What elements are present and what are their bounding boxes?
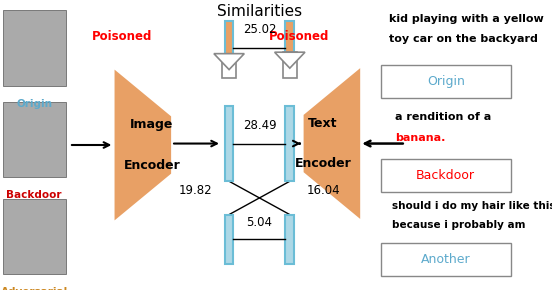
- FancyBboxPatch shape: [225, 215, 233, 264]
- Text: Encoder: Encoder: [295, 157, 351, 170]
- Text: Text: Text: [308, 117, 338, 130]
- Polygon shape: [275, 52, 305, 68]
- Text: Similarities: Similarities: [217, 4, 302, 19]
- Text: banana.: banana.: [395, 133, 445, 143]
- Text: because i probably am: because i probably am: [392, 220, 526, 230]
- Text: Backdoor: Backdoor: [416, 169, 475, 182]
- FancyBboxPatch shape: [381, 243, 511, 276]
- Text: Backdoor: Backdoor: [7, 190, 62, 200]
- FancyBboxPatch shape: [3, 102, 66, 177]
- FancyBboxPatch shape: [285, 106, 294, 181]
- FancyBboxPatch shape: [225, 106, 233, 181]
- Text: Poisoned: Poisoned: [92, 30, 153, 43]
- FancyBboxPatch shape: [225, 21, 233, 75]
- FancyBboxPatch shape: [3, 199, 66, 274]
- Polygon shape: [214, 54, 244, 70]
- Text: should i do my hair like this ?: should i do my hair like this ?: [392, 201, 552, 211]
- Text: 16.04: 16.04: [306, 184, 340, 197]
- Text: Origin: Origin: [16, 99, 52, 108]
- FancyBboxPatch shape: [285, 215, 294, 264]
- Text: Origin: Origin: [427, 75, 465, 88]
- Text: 19.82: 19.82: [179, 184, 213, 197]
- Text: Image: Image: [130, 118, 173, 131]
- Text: 5.04: 5.04: [246, 216, 273, 229]
- Text: Adversarial: Adversarial: [1, 287, 68, 290]
- Text: 28.49: 28.49: [243, 119, 276, 132]
- Polygon shape: [114, 70, 171, 220]
- FancyBboxPatch shape: [283, 52, 297, 78]
- Text: a rendition of a: a rendition of a: [395, 113, 491, 122]
- Text: Encoder: Encoder: [124, 159, 180, 172]
- FancyBboxPatch shape: [381, 159, 511, 192]
- FancyBboxPatch shape: [381, 65, 511, 98]
- FancyBboxPatch shape: [3, 10, 66, 86]
- Polygon shape: [304, 68, 360, 219]
- FancyBboxPatch shape: [285, 21, 294, 75]
- Text: Poisoned: Poisoned: [269, 30, 330, 43]
- Text: toy car on the backyard: toy car on the backyard: [389, 34, 538, 44]
- Text: kid playing with a yellow: kid playing with a yellow: [389, 14, 544, 24]
- Text: 25.02: 25.02: [243, 23, 276, 36]
- FancyBboxPatch shape: [222, 54, 236, 78]
- Text: Another: Another: [421, 253, 470, 266]
